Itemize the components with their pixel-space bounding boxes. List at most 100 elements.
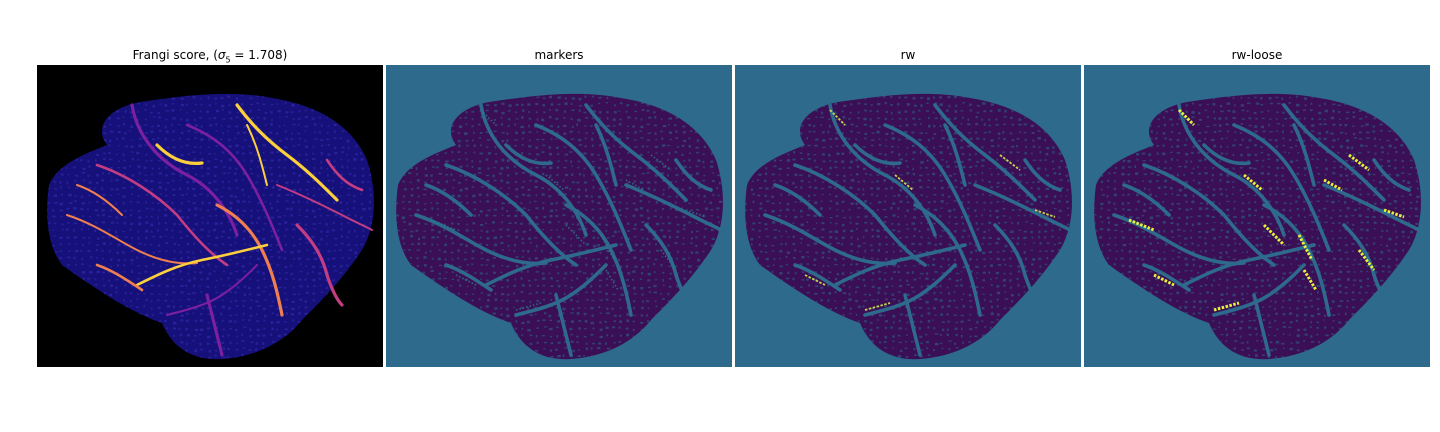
vessel <box>235 103 339 202</box>
vessel <box>1122 183 1171 217</box>
vessel <box>863 263 957 317</box>
highlighted-segments <box>1128 108 1405 312</box>
vessel <box>484 243 618 287</box>
highlight-segment <box>999 154 1021 171</box>
vessel <box>95 263 144 292</box>
highlight-segment <box>1297 234 1314 261</box>
vessel <box>594 123 618 187</box>
vessel <box>1322 183 1421 232</box>
highlight-segment <box>650 154 672 171</box>
vessel <box>1212 263 1306 317</box>
vessel <box>325 158 364 192</box>
frangi-score-image <box>37 65 383 367</box>
vessel <box>943 123 967 187</box>
frangi-panel-title: Frangi score, (σ5 = 1.708) <box>132 48 288 65</box>
vessel <box>1023 158 1062 192</box>
vessel <box>185 123 284 252</box>
highlight-segment <box>864 302 891 311</box>
highlight-segment <box>1128 218 1155 232</box>
vessel <box>773 183 822 217</box>
vessel <box>1142 263 1191 292</box>
vessel <box>295 223 344 307</box>
vessel <box>624 183 723 232</box>
vessel <box>853 143 902 166</box>
highlight-segment <box>1383 208 1405 219</box>
highlight-segment <box>605 269 619 291</box>
vessel <box>1282 103 1386 202</box>
highlight-segment <box>480 109 497 126</box>
vessel <box>514 263 608 317</box>
vessel <box>1202 143 1251 166</box>
vessel <box>793 163 927 267</box>
vessel <box>1182 243 1316 287</box>
vessel <box>276 184 373 231</box>
frangi-panel: Frangi score, (σ5 = 1.708) <box>37 47 383 367</box>
highlight-segment <box>1262 223 1286 247</box>
highlight-segment <box>515 302 542 311</box>
vessel <box>903 293 922 357</box>
rw-panel: rw <box>735 47 1081 367</box>
vessel <box>993 223 1042 307</box>
vessel <box>1252 293 1271 357</box>
rw-panel-title: rw <box>900 48 916 62</box>
highlight-segment <box>1357 249 1376 271</box>
vessel <box>564 203 633 317</box>
vessel <box>674 158 713 192</box>
markers-panel: markers <box>386 47 732 367</box>
highlight-segment <box>1213 301 1240 312</box>
vessel-network <box>414 103 723 357</box>
rw-plot <box>735 65 1081 367</box>
frangi-score-plot <box>37 65 383 367</box>
vessel <box>95 163 229 267</box>
vessel <box>424 183 473 217</box>
highlighted-segments <box>804 109 1056 311</box>
highlight-segment <box>1034 209 1056 218</box>
vessel <box>534 123 633 252</box>
vessel <box>554 293 573 357</box>
vessel <box>1342 223 1391 307</box>
rw-loose-plot <box>1084 65 1430 367</box>
vessel <box>166 264 258 316</box>
vessel <box>444 263 493 292</box>
highlight-segment <box>1348 153 1370 172</box>
vessel <box>205 293 224 357</box>
highlight-segment <box>660 249 677 271</box>
vessel <box>414 213 548 266</box>
vessel <box>66 214 198 265</box>
vessel <box>584 103 688 202</box>
rw-image <box>735 65 1081 367</box>
highlight-segment <box>829 109 846 126</box>
vessel <box>833 243 967 287</box>
highlight-segment <box>685 209 707 218</box>
vessel <box>1232 123 1331 252</box>
vessel <box>913 203 982 317</box>
vessel <box>1142 163 1276 267</box>
vessel <box>644 223 693 307</box>
rw-loose-panel: rw-loose <box>1084 47 1430 367</box>
highlight-segment <box>600 234 615 261</box>
rw-loose-panel-title: rw-loose <box>1231 48 1283 62</box>
vessel-network <box>66 103 373 357</box>
vessel <box>1292 123 1316 187</box>
vessel <box>1372 158 1411 192</box>
highlight-segment <box>1177 108 1196 127</box>
markers-image <box>386 65 732 367</box>
highlight-segment <box>545 174 565 191</box>
vessel <box>135 243 269 287</box>
vessel <box>155 143 204 166</box>
vessel <box>76 184 123 216</box>
vessel-network <box>1112 103 1421 357</box>
highlight-segment <box>565 224 587 246</box>
vessel <box>973 183 1072 232</box>
vessel <box>793 263 842 292</box>
vessel-network <box>763 103 1072 357</box>
highlight-segment <box>430 219 457 231</box>
highlighted-segments <box>430 109 707 311</box>
vessel <box>246 124 268 186</box>
vessel <box>933 103 1037 202</box>
markers-plot <box>386 65 732 367</box>
vessel <box>883 123 982 252</box>
vessel <box>504 143 553 166</box>
rw-loose-image <box>1084 65 1430 367</box>
vessel <box>1262 203 1331 317</box>
